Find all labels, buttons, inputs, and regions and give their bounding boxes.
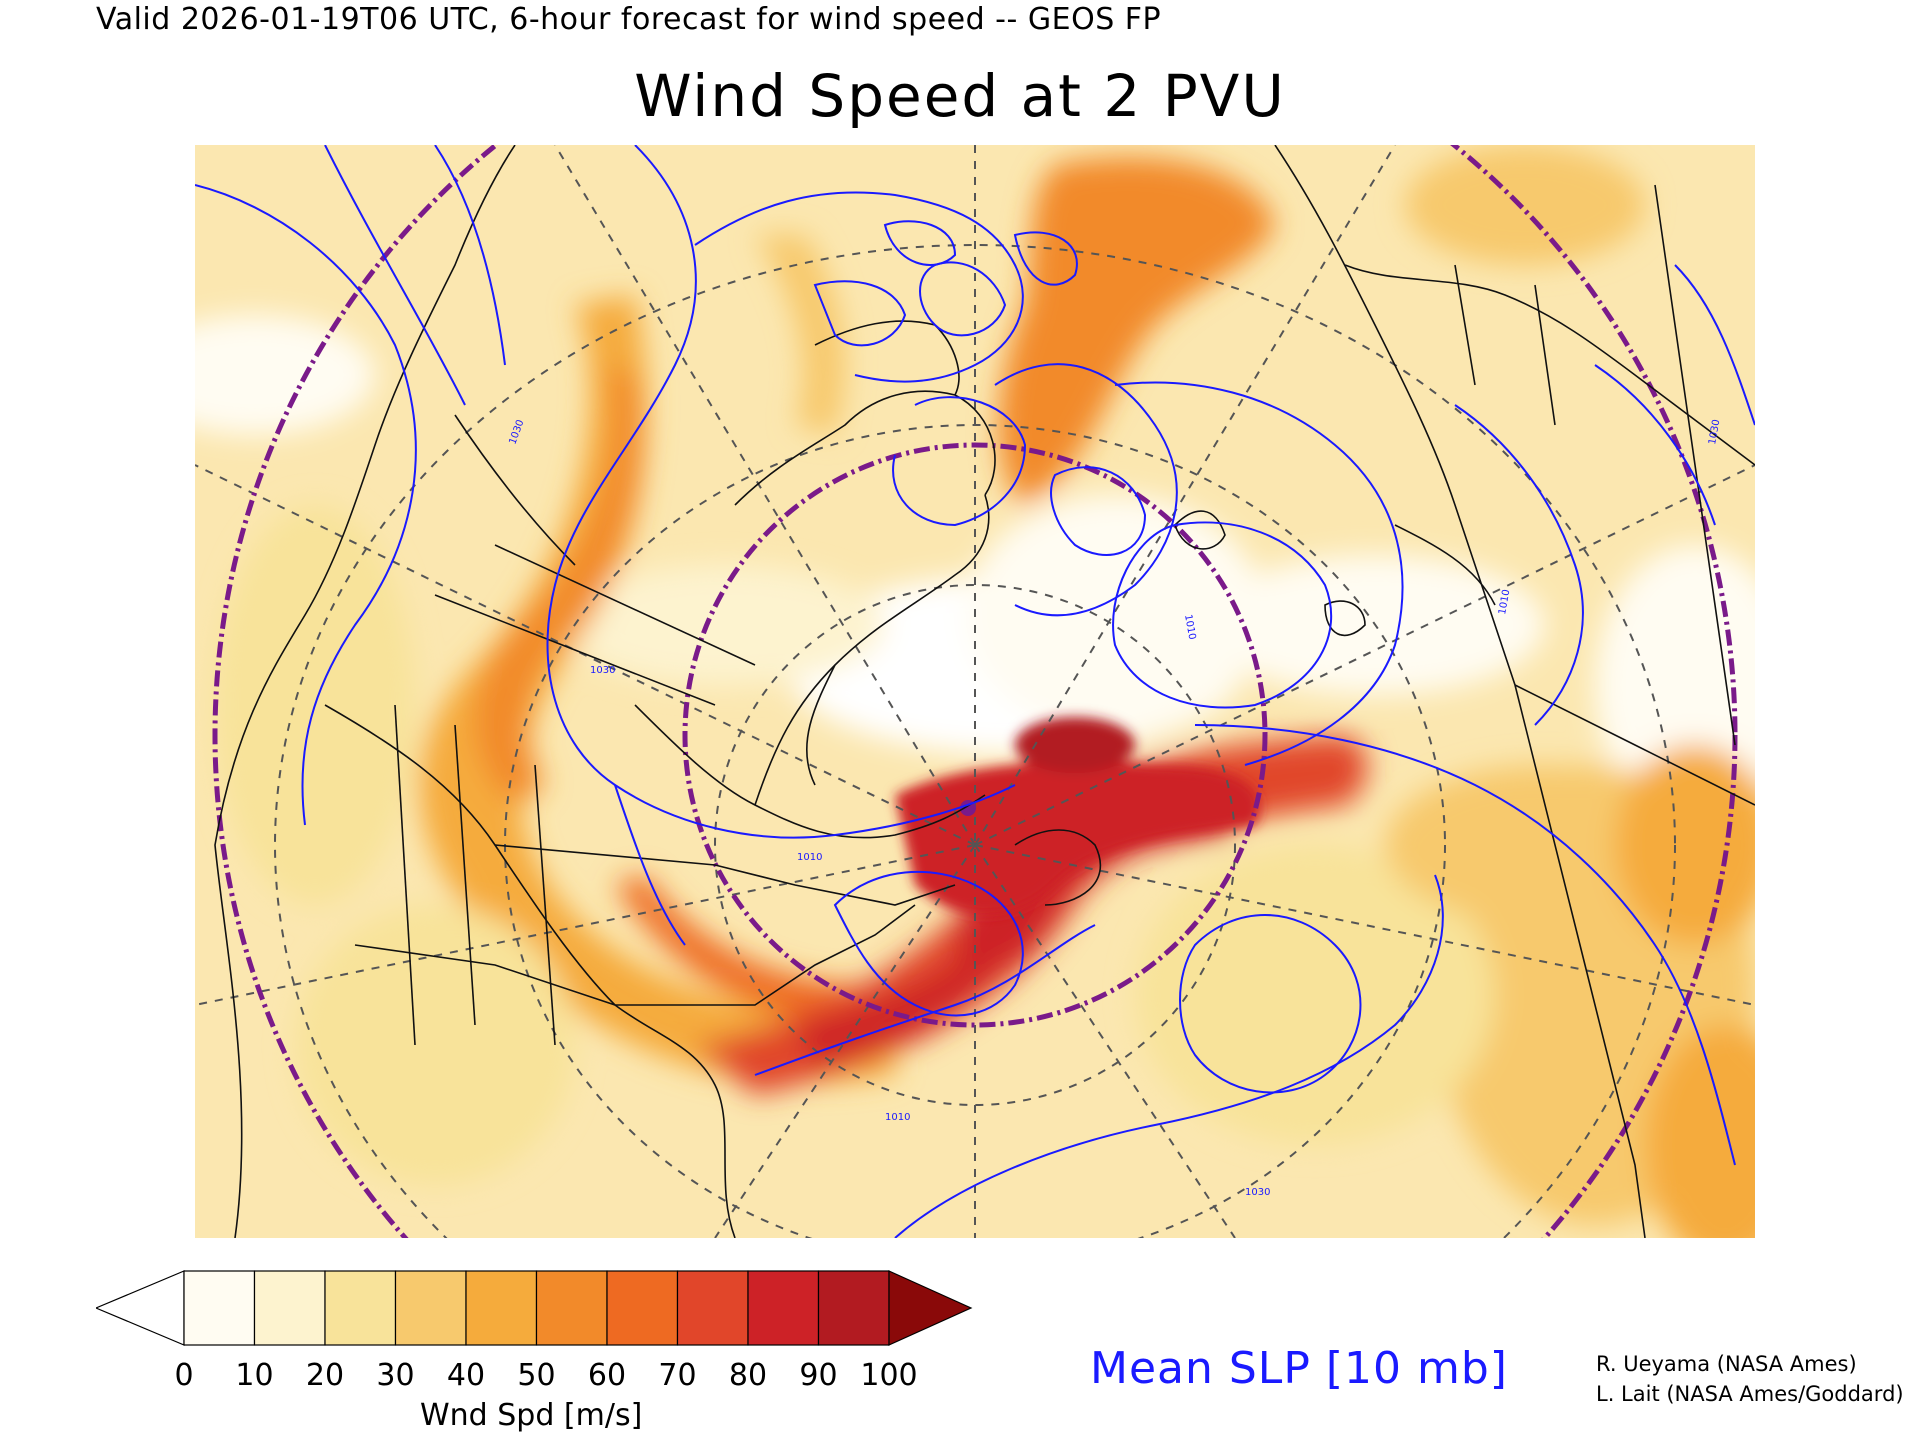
wind-speed-shading: [195, 145, 1755, 1238]
colorbar-label: Wnd Spd [m/s]: [420, 1398, 643, 1433]
graticule: [195, 145, 1755, 1238]
map-title: Wind Speed at 2 PVU: [634, 62, 1286, 130]
colorbar-box: [253, 1270, 326, 1346]
isobar-label: 1030: [1245, 1187, 1270, 1198]
credit-line-2: L. Lait (NASA Ames/Goddard): [1596, 1382, 1904, 1406]
colorbar-box: [817, 1270, 890, 1346]
colorbar-boxes: [183, 1270, 890, 1346]
isobar-label: 1010: [885, 1112, 910, 1123]
isobar-label: 1010: [1182, 614, 1197, 641]
colorbar-box: [183, 1270, 256, 1346]
arctic-islands: [813, 220, 1078, 347]
colorbar-tick-label: 40: [446, 1358, 486, 1393]
colorbar-box: [535, 1270, 608, 1346]
colorbar-box: [747, 1270, 820, 1346]
colorbar-box: [606, 1270, 679, 1346]
credit-line-1: R. Ueyama (NASA Ames): [1596, 1352, 1857, 1376]
slp-isobars: [195, 145, 1755, 1238]
region-boundary-circles: [212, 145, 1738, 1238]
colorbar-tick-label: 10: [235, 1358, 274, 1393]
wind-speed-map: 1030 1030 1010 1010 1010 1030 1010 1030: [195, 145, 1755, 1238]
colorbar-tick-label: 80: [728, 1358, 768, 1393]
isobar-label: 1010: [1497, 589, 1512, 616]
colorbar-tick-label: 20: [305, 1358, 345, 1393]
colorbar-tick-label: 60: [587, 1358, 627, 1393]
colorbar-box: [465, 1270, 538, 1346]
isobar-label: 1010: [797, 852, 822, 863]
colorbar-box: [324, 1270, 397, 1346]
isobar-label: 1030: [590, 665, 615, 676]
colorbar-over-arrow: [888, 1270, 973, 1346]
colorbar-box: [394, 1270, 467, 1346]
colorbar-tick-label: 50: [517, 1358, 556, 1393]
colorbar: [94, 1268, 996, 1357]
colorbar-box: [676, 1270, 749, 1346]
colorbar-tick-label: 30: [376, 1358, 415, 1393]
colorbar-under-arrow: [94, 1270, 185, 1346]
slp-contour-label: Mean SLP [10 mb]: [1090, 1343, 1508, 1394]
colorbar-tick-label: 100: [860, 1358, 918, 1393]
isobar-label: 1030: [1707, 419, 1722, 446]
valid-time-line: Valid 2026-01-19T06 UTC, 6-hour forecast…: [96, 2, 1162, 37]
colorbar-tick-label: 0: [174, 1358, 194, 1393]
colorbar-tick-label: 90: [799, 1358, 838, 1393]
colorbar-tick-label: 70: [658, 1358, 697, 1393]
